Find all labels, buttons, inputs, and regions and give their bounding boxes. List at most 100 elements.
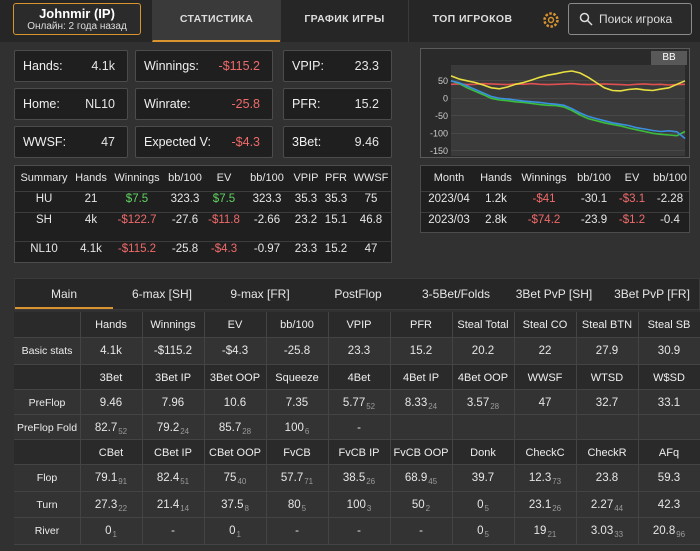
- cell-sample: 2: [425, 504, 431, 513]
- search-box[interactable]: Поиск игрока: [568, 3, 692, 35]
- cell-border: [328, 440, 329, 465]
- cell: 01: [204, 525, 266, 539]
- cell: -0.4: [660, 214, 680, 226]
- cell-value: 82.7: [94, 422, 118, 434]
- stat-card: Hands: 4.1k: [14, 50, 128, 82]
- y-tick-label: -100: [430, 128, 448, 138]
- cell-border: [576, 365, 577, 390]
- stat-value: 23.3: [354, 59, 379, 73]
- nav-tab[interactable]: ГРАФИК ИГРЫ: [280, 0, 408, 42]
- cell: -$122.7: [117, 214, 157, 226]
- column-header: CBet: [98, 447, 124, 459]
- cell: 2023/04: [428, 193, 470, 205]
- summary-table: Summary Hands Winnings bb/100 EV bb/100 VPIP PF…: [14, 165, 392, 263]
- cell: 23.3: [294, 243, 318, 255]
- cell-border: [142, 390, 143, 415]
- cell-border: [576, 518, 577, 545]
- cell: 5.7752: [328, 397, 390, 411]
- column-header: CheckC: [525, 447, 565, 459]
- cell: 35.3: [294, 193, 318, 205]
- cell: -: [357, 525, 361, 537]
- cell-border: [452, 415, 453, 440]
- cell: 3.0333: [576, 525, 638, 539]
- column-header: EV: [624, 172, 640, 184]
- section-tab[interactable]: PostFlop: [334, 287, 382, 301]
- cell-value: 21.4: [156, 499, 180, 511]
- cell-border: [328, 365, 329, 390]
- row-divider: [421, 191, 689, 192]
- cell-border: [390, 465, 391, 492]
- cell-sample: 96: [676, 530, 686, 539]
- cell-value: 38.5: [342, 472, 366, 484]
- cell: 8.3324: [390, 397, 452, 411]
- cell: 7540: [204, 472, 266, 486]
- column-header: CBet OOP: [209, 447, 261, 459]
- cell: 27.322: [80, 499, 142, 513]
- cell-value: 79.1: [94, 472, 118, 484]
- section-tab[interactable]: 6-max [SH]: [131, 287, 192, 301]
- cell-border: [266, 338, 267, 365]
- cell-value: 20.8: [652, 525, 676, 537]
- cell: 79.224: [142, 422, 204, 436]
- nav-tab[interactable]: ТОП ИГРОКОВ: [408, 0, 536, 42]
- cell-border: [142, 518, 143, 545]
- cell-value: 100: [346, 499, 366, 511]
- cell-border: [576, 440, 577, 465]
- cell-border: [390, 312, 391, 338]
- cell-border: [638, 390, 639, 415]
- cell-border: [204, 415, 205, 440]
- section-tab[interactable]: 9-max [FR]: [230, 287, 290, 301]
- nav-tab[interactable]: СТАТИСТИКА: [152, 0, 280, 42]
- cell-value: 57.7: [280, 472, 304, 484]
- cell-border: [390, 338, 391, 365]
- section-tab[interactable]: 3-5Bet/Folds: [421, 287, 491, 301]
- cell-sample: 24: [180, 427, 190, 436]
- stat-value: 15.2: [354, 97, 379, 111]
- cell: -$115.2: [153, 345, 193, 357]
- cell-sample: 5: [484, 504, 489, 513]
- column-header: EV: [216, 172, 232, 184]
- column-header: WWSF: [353, 172, 389, 184]
- cell: 4k: [84, 214, 98, 226]
- section-tab[interactable]: Main: [15, 279, 113, 309]
- section-tab[interactable]: 3Bet PvP [SH]: [515, 287, 593, 301]
- cell: 323.3: [170, 193, 200, 205]
- column-header: VPIP: [293, 172, 319, 184]
- cell: 85.728: [204, 422, 266, 436]
- lens: [579, 12, 590, 23]
- column-header: Hands: [95, 319, 127, 331]
- stat-label: Expected V:: [144, 135, 211, 149]
- cell-border: [80, 390, 81, 415]
- stats-table: Hands Winnings EV bb/100 VPIP PFR Steal Total S…: [14, 312, 700, 551]
- cell-border: [142, 440, 143, 465]
- section-tabs: Main 6-max [SH] 9-max [FR] PostFlop 3-5Bet/F…: [14, 278, 700, 310]
- cell-border: [514, 312, 515, 338]
- graph-line: [450, 70, 686, 92]
- stat-label: Hands:: [23, 59, 63, 73]
- cell-border: [514, 338, 515, 365]
- cell-value: 12.3: [528, 472, 552, 484]
- cell-border: [452, 492, 453, 518]
- cell-border: [80, 338, 81, 365]
- cell-value: 82.4: [156, 472, 180, 484]
- cell-border: [452, 518, 453, 545]
- cell: 23.3: [347, 345, 371, 357]
- cell-value: 75: [223, 472, 237, 484]
- column-header: VPIP: [346, 319, 372, 331]
- cell: 10.6: [223, 397, 247, 409]
- cell-border: [638, 338, 639, 365]
- row-bg: [14, 518, 700, 545]
- cell: 05: [452, 499, 514, 513]
- cell-border: [266, 492, 267, 518]
- cell-value: 37.5: [221, 499, 244, 511]
- column-header: EV: [227, 319, 243, 331]
- settings-icon[interactable]: [542, 11, 560, 29]
- row-bg: [14, 312, 700, 338]
- cell: 2.2744: [576, 499, 638, 513]
- cell-sample: 28: [242, 427, 252, 436]
- section-tab[interactable]: 3Bet PvP [FR]: [614, 287, 690, 301]
- cell-border: [204, 312, 205, 338]
- cell-border: [576, 492, 577, 518]
- cell: $7.5: [125, 193, 149, 205]
- row-label: Flop: [36, 472, 58, 484]
